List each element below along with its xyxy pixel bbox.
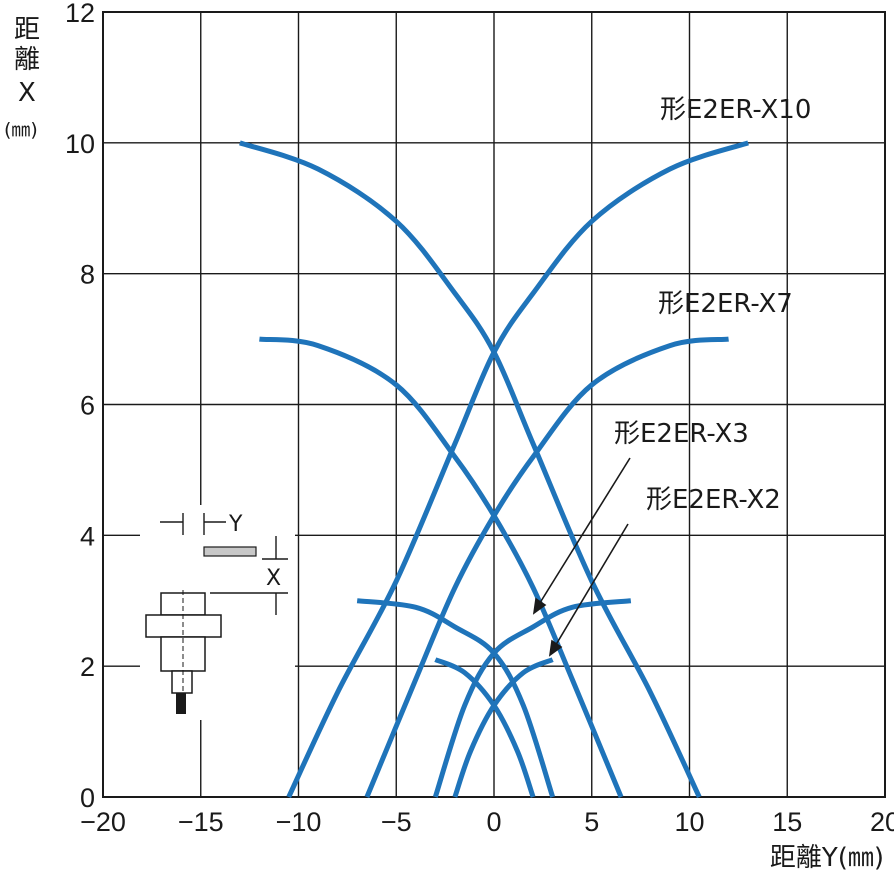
series-line-0-left [239,140,702,799]
diagram-label-x: X [266,566,281,591]
series-label-x2: 形E2ER-X2 [646,485,781,515]
y-tick-label: 4 [80,521,95,551]
sensor-diagram: Y X [140,505,295,720]
y-tick-label: 2 [80,652,95,682]
series-label-x3: 形E2ER-X3 [614,419,749,449]
x-tick-label: −20 [80,807,126,837]
y-tick-label: 0 [80,783,95,813]
y-axis-title-line3: X [18,78,36,108]
y-axis-title-line4: (㎜) [4,119,38,141]
x-tick-label: 20 [870,807,894,837]
series-line-2-right [432,598,632,798]
series-line-0-right [286,140,749,799]
x-tick-label: 0 [486,807,501,837]
series-label-x7: 形E2ER-X7 [658,289,793,319]
leader-arrow-x2 [553,523,629,649]
arrowhead-x3 [532,597,547,615]
series-line-3-right [452,657,554,798]
y-tick-label: 10 [65,129,95,159]
sensor-neck [171,670,193,694]
x-tick-label: 5 [584,807,599,837]
x-tick-label: 10 [674,807,704,837]
x-tick-label: 15 [772,807,802,837]
series-label-x10: 形E2ER-X10 [660,95,811,125]
series-line-2-left [356,598,556,798]
y-axis-title-line1: 距 [14,15,40,45]
sensor-cable [176,693,186,714]
y-tick-label: 12 [65,0,95,28]
leader-arrow-x3 [537,457,631,607]
x-tick-labels: −20 −15 −10 −5 0 5 10 15 20 [80,807,894,837]
sensor-head [160,592,206,616]
x-tick-label: −15 [178,807,224,837]
y-axis-title: 距 離 X (㎜) [4,15,40,141]
y-axis-title-line2: 離 [14,45,40,75]
x-axis-title: 距離Y(㎜) [770,843,884,873]
target-plate [203,546,257,557]
leader-arrows [532,457,631,657]
y-tick-label: 6 [80,391,95,421]
y-tick-label: 8 [80,260,95,290]
series-line-3-left [434,657,536,798]
arrowhead-x2 [548,639,563,657]
plot-frame [102,11,886,798]
x-tick-label: −5 [381,807,412,837]
series-line-1-left [259,336,624,798]
x-tick-label: −10 [276,807,322,837]
diagram-label-y: Y [228,512,243,537]
y-tick-labels: 0 2 4 6 8 10 12 [65,0,95,813]
series-line-1-right [364,336,729,798]
series-lines [239,140,749,799]
